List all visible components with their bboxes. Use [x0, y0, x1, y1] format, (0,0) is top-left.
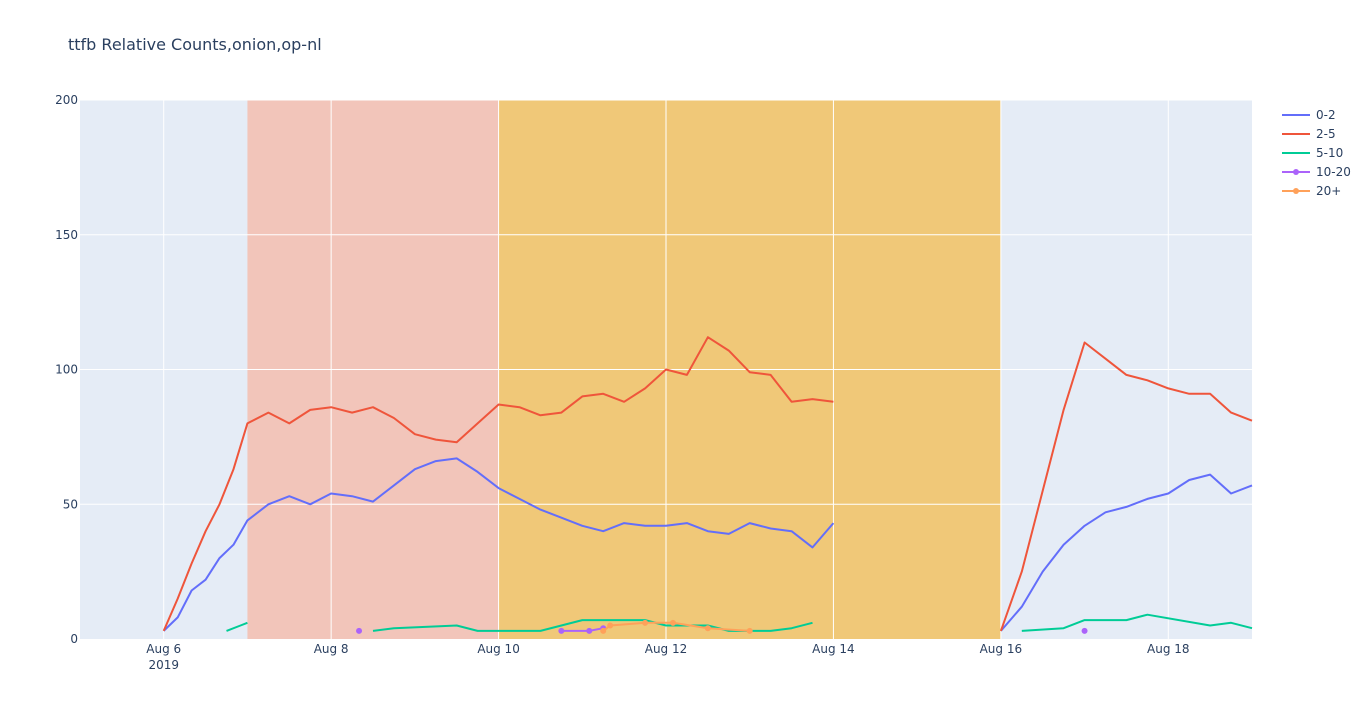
- y-tick-label: 200: [55, 93, 78, 107]
- series-lines: [162, 336, 1253, 634]
- series-20--point: [607, 622, 614, 629]
- x-tick-label: Aug 6: [146, 642, 181, 656]
- series-5-10-line-2: [372, 619, 813, 632]
- x-tick-label: Aug 12: [645, 642, 688, 656]
- legend[interactable]: 0-2 2-5 5-10 10-20 20+: [1282, 108, 1351, 198]
- y-tick-label: 0: [70, 632, 78, 646]
- series-20--point: [600, 627, 607, 634]
- legend-label-0-2[interactable]: 0-2: [1316, 108, 1336, 122]
- y-tick-label: 150: [55, 228, 78, 242]
- series-20--point: [642, 619, 649, 626]
- legend-label-2-5[interactable]: 2-5: [1316, 127, 1336, 141]
- chart-title: ttfb Relative Counts,onion,op-nl: [68, 35, 322, 54]
- x-tick-label: Aug 10: [477, 642, 520, 656]
- x-tick-label: Aug 16: [980, 642, 1023, 656]
- legend-label-10-20[interactable]: 10-20: [1316, 165, 1351, 179]
- series-10-20-point: [356, 627, 363, 634]
- x-tick-label: Aug 14: [812, 642, 855, 656]
- x-tick-label: Aug 8: [314, 642, 349, 656]
- y-axis-ticks: 0 50 100 150 200: [55, 93, 78, 646]
- y-tick-label: 100: [55, 363, 78, 377]
- legend-marker-20-: [1293, 188, 1299, 194]
- series-10-20-point: [558, 627, 565, 634]
- series-5-10-line-1: [226, 621, 248, 632]
- series-2-5-line-2: [999, 341, 1253, 632]
- series-0-2-line-2: [1000, 473, 1253, 632]
- series-10-20-point: [1081, 627, 1088, 634]
- legend-label-5-10[interactable]: 5-10: [1316, 146, 1343, 160]
- y-tick-label: 50: [63, 497, 78, 511]
- x-tick-sublabel: 2019: [148, 658, 179, 672]
- x-axis-ticks: Aug 6 2019 Aug 8 Aug 10 Aug 12 Aug 14 Aug 16 Au…: [146, 642, 1189, 672]
- series-20--point: [669, 619, 676, 626]
- series-20--point: [746, 627, 753, 634]
- legend-marker-10-20: [1293, 169, 1299, 175]
- series-5-10-line-3: [1021, 613, 1253, 632]
- series-2-5-line-1: [162, 336, 834, 632]
- x-tick-label: Aug 18: [1147, 642, 1190, 656]
- series-20--point: [704, 625, 711, 632]
- legend-label-20-[interactable]: 20+: [1316, 184, 1341, 198]
- series-0-2-line-1: [163, 457, 835, 632]
- series-10-20-point: [586, 627, 593, 634]
